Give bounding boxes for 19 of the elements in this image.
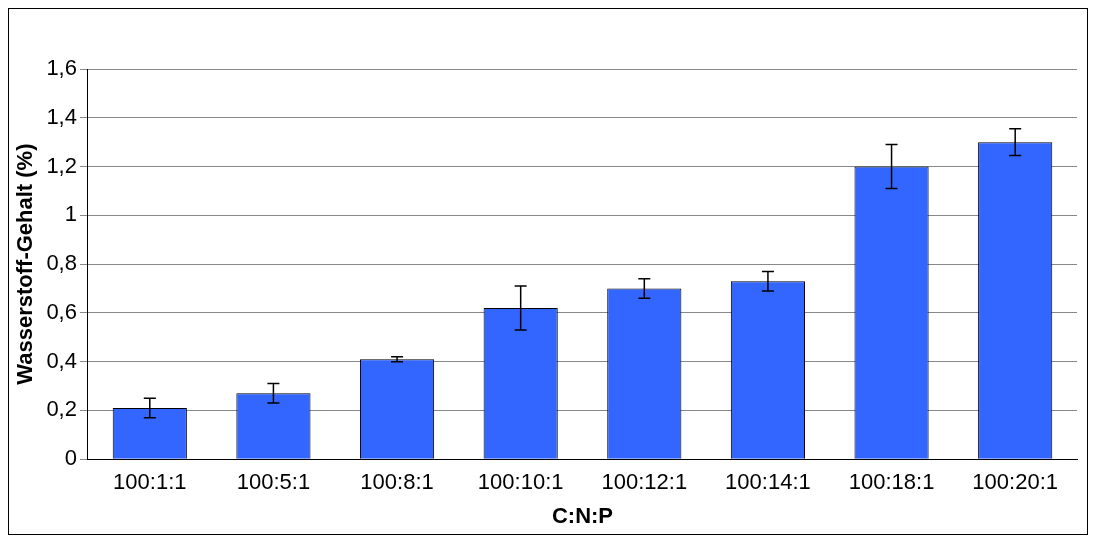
x-axis-title: C:N:P (551, 502, 614, 528)
x-tick-label: 100:14:1 (725, 469, 811, 495)
y-tick-label: 0 (64, 445, 77, 471)
y-tick-label: 1 (64, 201, 77, 227)
y-tick-label: 1,2 (46, 152, 77, 178)
y-tick-label: 0,4 (46, 347, 77, 373)
x-tick-label: 100:18:1 (848, 469, 935, 495)
x-tick-label: 100:5:1 (236, 469, 311, 495)
y-tick-label: 0,8 (46, 250, 77, 276)
x-tick-label: 100:1:1 (113, 469, 187, 495)
y-tick-label: 0,2 (46, 396, 77, 422)
y-axis-title: Wasserstoff-Gehalt (%) (12, 143, 38, 385)
x-tick-label: 100:20:1 (972, 469, 1059, 495)
y-tick-label: 0,6 (46, 298, 77, 324)
y-tick-label: 1,4 (46, 103, 77, 129)
x-tick-label: 100:10:1 (477, 469, 564, 495)
y-tick-label: 1,6 (46, 55, 77, 81)
x-tick-label: 100:8:1 (360, 469, 434, 495)
x-tick-label: 100:12:1 (601, 469, 688, 495)
